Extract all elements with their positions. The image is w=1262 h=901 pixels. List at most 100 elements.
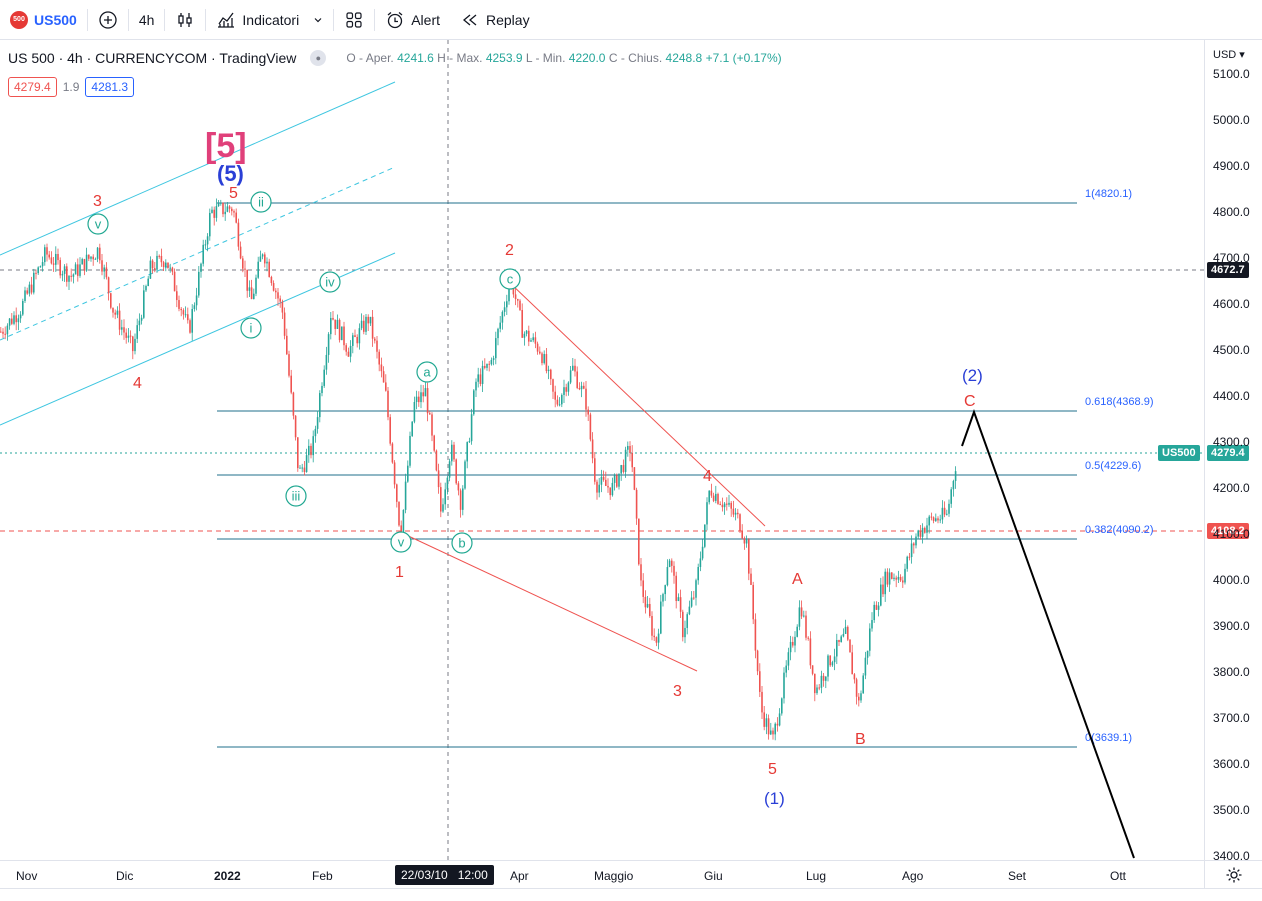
legend-toggle-icon[interactable]: ●	[310, 50, 327, 66]
candle-body	[726, 503, 728, 505]
interval-button[interactable]: 4h	[129, 0, 165, 40]
trend-channel[interactable]	[0, 81, 396, 426]
chart-type-button[interactable]	[165, 0, 205, 40]
candle-body	[8, 318, 11, 326]
candle-body	[550, 369, 552, 380]
wedge-lower-line[interactable]	[401, 532, 698, 672]
divider	[205, 8, 207, 31]
price-tick: 4400.0	[1213, 389, 1250, 403]
symbol-logo-icon: 500	[10, 10, 28, 29]
candle-body	[462, 488, 464, 510]
candle-body	[442, 504, 444, 512]
candle-body	[44, 247, 46, 263]
currency-label: USD	[1213, 49, 1237, 61]
replay-button[interactable]: Replay	[450, 0, 540, 40]
candle-body	[334, 319, 336, 329]
wedge-upper-line[interactable]	[509, 282, 766, 527]
currency-selector[interactable]: USD ▾	[1213, 49, 1245, 61]
compare-button[interactable]	[88, 0, 128, 40]
candle-body	[787, 652, 790, 666]
candle-body	[611, 482, 614, 496]
fib-retracement[interactable]: 1(4820.1) 0.618(4368.9) 0.5(4229.6) 0.38…	[217, 188, 1154, 748]
indicators-button[interactable]: Indicatori	[206, 0, 333, 40]
candle-body	[52, 263, 55, 265]
candle-body	[882, 584, 884, 595]
candle-body	[706, 502, 708, 525]
candle-body	[732, 508, 735, 515]
candle-body	[772, 730, 774, 735]
candle-body	[871, 620, 873, 629]
candle-body	[939, 519, 941, 521]
candle-body	[363, 320, 365, 332]
buy-button[interactable]: 4281.3	[85, 77, 135, 97]
high-label: H - Max.	[437, 51, 483, 65]
candle-body	[924, 527, 926, 533]
candle-body	[435, 450, 438, 471]
candle-body	[653, 635, 655, 638]
candle-body	[321, 385, 323, 394]
candle-body	[92, 256, 94, 260]
candle-body	[543, 354, 545, 364]
divider	[333, 8, 335, 31]
candle-body	[407, 465, 409, 482]
wave-label-rB: B	[855, 731, 866, 748]
candle-body	[213, 209, 215, 218]
price-chart[interactable]: 1(4820.1) 0.618(4368.9) 0.5(4229.6) 0.38…	[0, 40, 1204, 860]
candle-body	[600, 476, 603, 485]
divider	[127, 8, 129, 31]
sell-button[interactable]: 4279.4	[8, 77, 57, 97]
candle-body	[741, 531, 743, 539]
candle-body	[198, 271, 200, 296]
candle-body	[360, 320, 363, 329]
price-tick: 3800.0	[1213, 665, 1250, 679]
candle-body	[891, 572, 893, 579]
candle-body	[200, 263, 202, 272]
candle-body	[730, 502, 732, 509]
cursor-date: 22/03/10	[401, 868, 448, 882]
chevron-down-icon[interactable]	[313, 15, 323, 25]
candle-body	[70, 275, 72, 277]
candle-body	[745, 539, 748, 544]
candle-body	[371, 316, 374, 339]
candle-body	[514, 294, 517, 300]
projection-line[interactable]	[961, 409, 1135, 859]
candle-body	[96, 247, 99, 259]
candle-body	[211, 209, 213, 213]
candle-body	[88, 254, 90, 259]
candle-body	[349, 345, 352, 357]
symbol-selector[interactable]: 500 US500	[0, 0, 87, 40]
candle-body	[952, 480, 955, 490]
candle-body	[17, 318, 20, 323]
layouts-button[interactable]	[334, 0, 374, 40]
candle-body	[710, 490, 713, 496]
candle-body	[536, 343, 539, 352]
alert-button[interactable]: Alert	[375, 0, 450, 40]
candle-body	[831, 662, 834, 666]
candle-body	[224, 211, 226, 215]
wave-circle-label: a	[423, 365, 431, 380]
candle-body	[477, 374, 479, 382]
candle-body	[250, 287, 253, 300]
candle-body	[387, 390, 389, 418]
candle-body	[116, 310, 119, 315]
candle-body	[176, 291, 178, 301]
divider	[374, 8, 376, 31]
candle-body	[270, 276, 273, 284]
candle-body	[605, 479, 607, 486]
chart-settings-button[interactable]	[1204, 860, 1262, 888]
time-axis[interactable]: 22/03/10 12:00 Nov Dic 2022 Feb Apr Maggio Giu…	[0, 860, 1204, 888]
candle-body	[237, 222, 240, 247]
indicators-label: Indicatori	[242, 11, 300, 28]
candle-body	[798, 607, 801, 627]
candle-body	[125, 332, 127, 338]
candle-body	[68, 275, 70, 282]
candle-body	[396, 484, 398, 502]
candle-body	[173, 271, 176, 292]
candle-body	[446, 477, 449, 490]
price-axis[interactable]: USD ▾ 4672.7 4279.4 4108.2 5100.0 5000.0 4…	[1204, 40, 1262, 863]
candle-body	[715, 493, 717, 501]
replay-label: Replay	[486, 11, 530, 28]
candle-body	[448, 461, 451, 478]
candle-body	[932, 517, 935, 521]
